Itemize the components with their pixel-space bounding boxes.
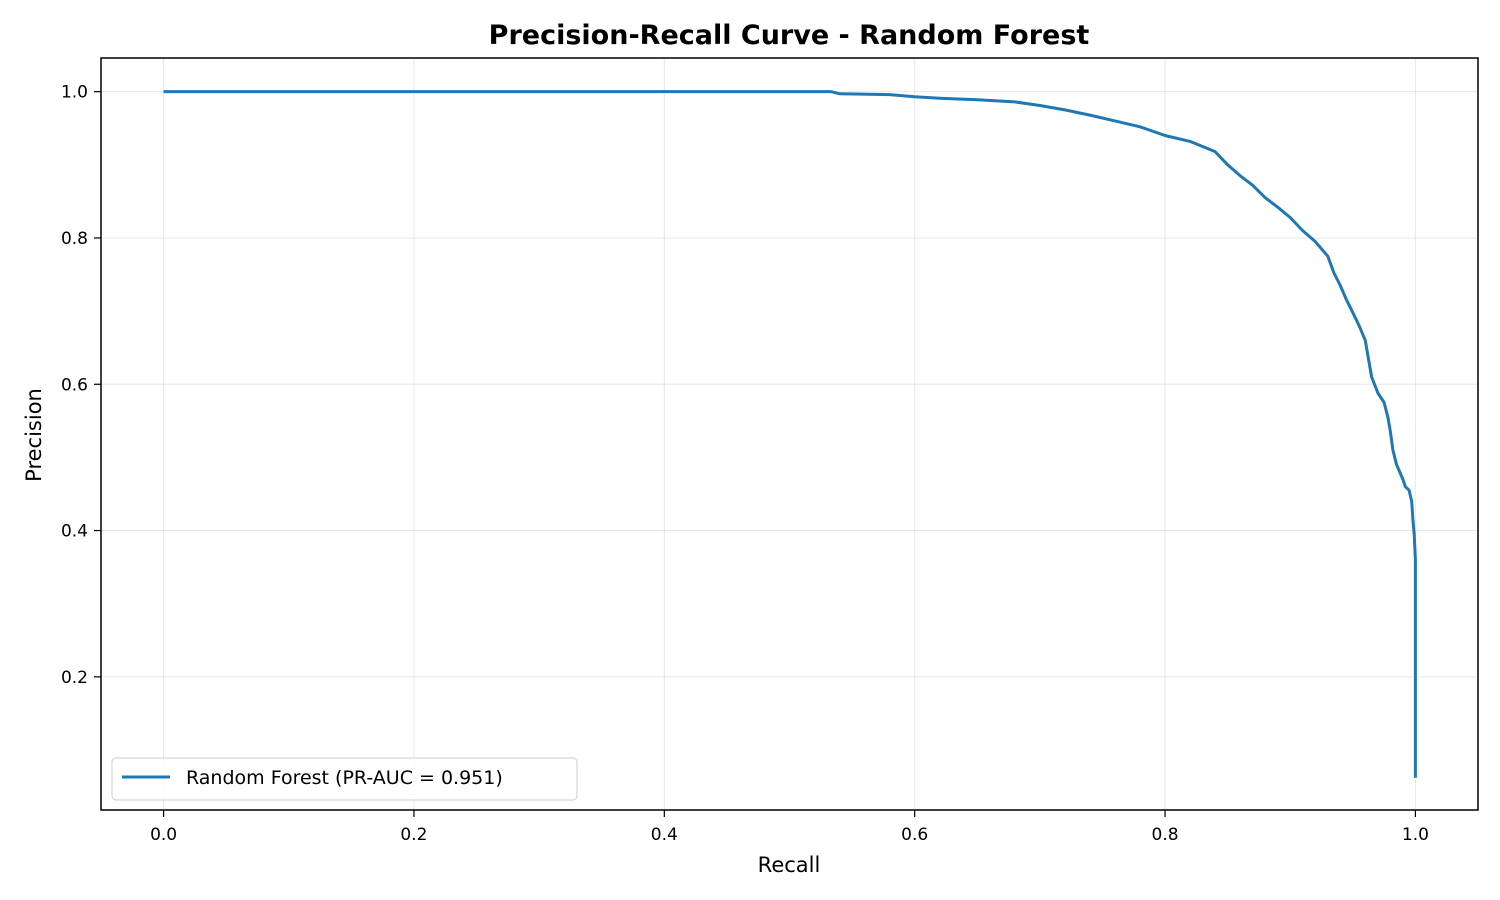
x-tick-label: 0.2	[400, 825, 427, 845]
x-tick-label: 0.6	[901, 825, 928, 845]
legend-entry-random-forest: Random Forest (PR-AUC = 0.951)	[186, 767, 503, 789]
legend-box	[111, 757, 578, 801]
y-tick-label: 0.2	[61, 668, 88, 688]
y-tick-label: 0.8	[61, 229, 88, 249]
x-tick-label: 0.4	[651, 825, 678, 845]
legend: Random Forest (PR-AUC = 0.951)	[111, 757, 578, 801]
x-tick-label: 0.0	[150, 825, 177, 845]
y-axis-ticks: 0.2 0.4 0.6 0.8 1.0	[61, 83, 101, 688]
chart-title: Precision-Recall Curve - Random Forest	[489, 20, 1090, 51]
y-tick-label: 1.0	[61, 83, 88, 103]
y-tick-label: 0.6	[61, 375, 88, 395]
series-line-random-forest	[163, 90, 1417, 778]
curve-layer	[163, 90, 1417, 778]
y-axis-label: Precision	[22, 388, 46, 482]
x-axis-label: Recall	[758, 853, 821, 877]
x-tick-label: 0.8	[1152, 825, 1179, 845]
plot-area-frame	[100, 57, 1479, 811]
y-tick-label: 0.4	[61, 522, 88, 542]
x-tick-label: 1.0	[1402, 825, 1429, 845]
x-axis-ticks: 0.0 0.2 0.4 0.6 0.8 1.0	[150, 810, 1429, 845]
